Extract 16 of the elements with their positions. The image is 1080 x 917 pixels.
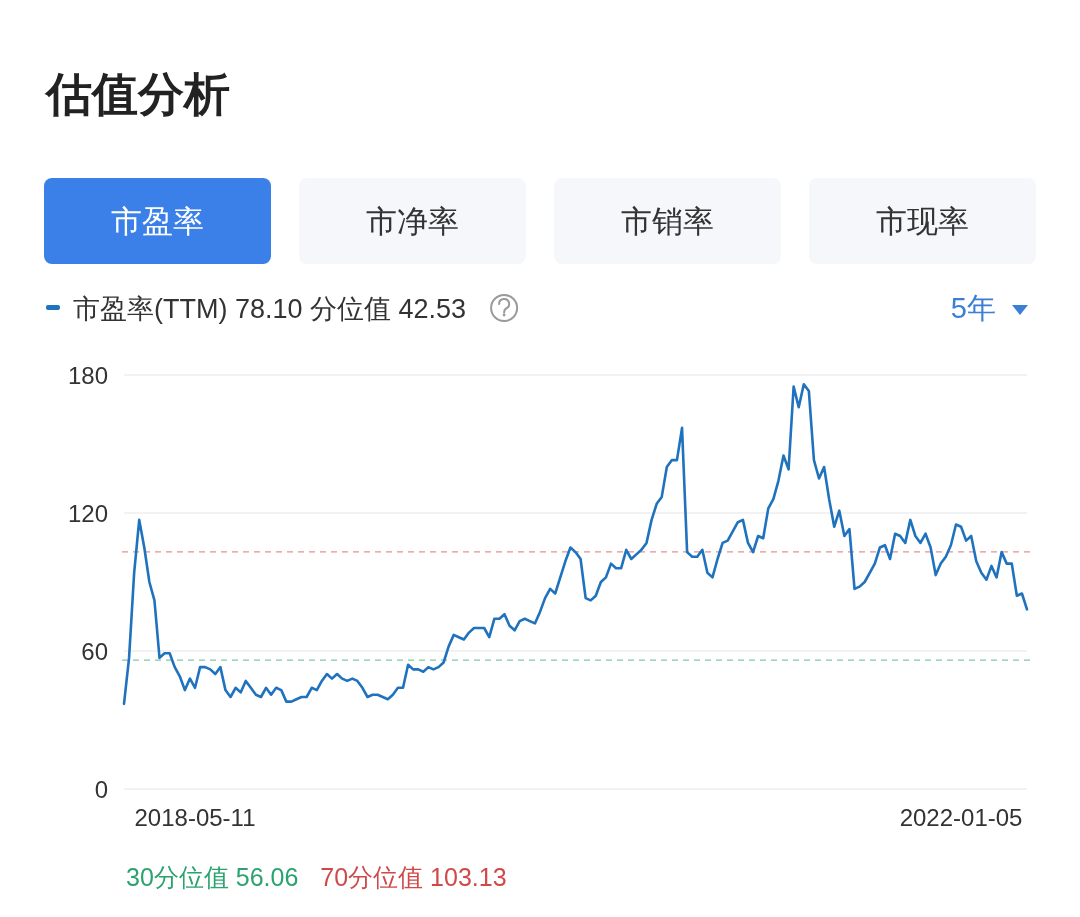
y-tick-label: 60 xyxy=(81,638,108,665)
x-tick-label: 2018-05-11 xyxy=(134,804,256,831)
tab: 市净率 xyxy=(299,178,526,264)
line-series xyxy=(122,382,1029,706)
legend-label: 市盈率(TTM) 78.10 分位值 42.53 xyxy=(73,294,467,324)
y-tick-label: 120 xyxy=(67,500,108,527)
tab: 市销率 xyxy=(554,178,781,264)
y-tick-label: 0 xyxy=(94,776,108,803)
x-tick-label: 2022-01-05 xyxy=(899,804,1023,831)
ref-line-label: 70分位值 103.13 xyxy=(320,863,507,891)
tab: 市现率 xyxy=(809,178,1036,264)
tab: 市盈率 xyxy=(44,178,271,264)
dropdown: 5年 xyxy=(950,292,1028,324)
y-tick-label: 180 xyxy=(67,362,108,389)
ref-line-label: 30分位值 56.06 xyxy=(126,863,299,891)
chart-title: 估值分析 xyxy=(44,68,230,120)
